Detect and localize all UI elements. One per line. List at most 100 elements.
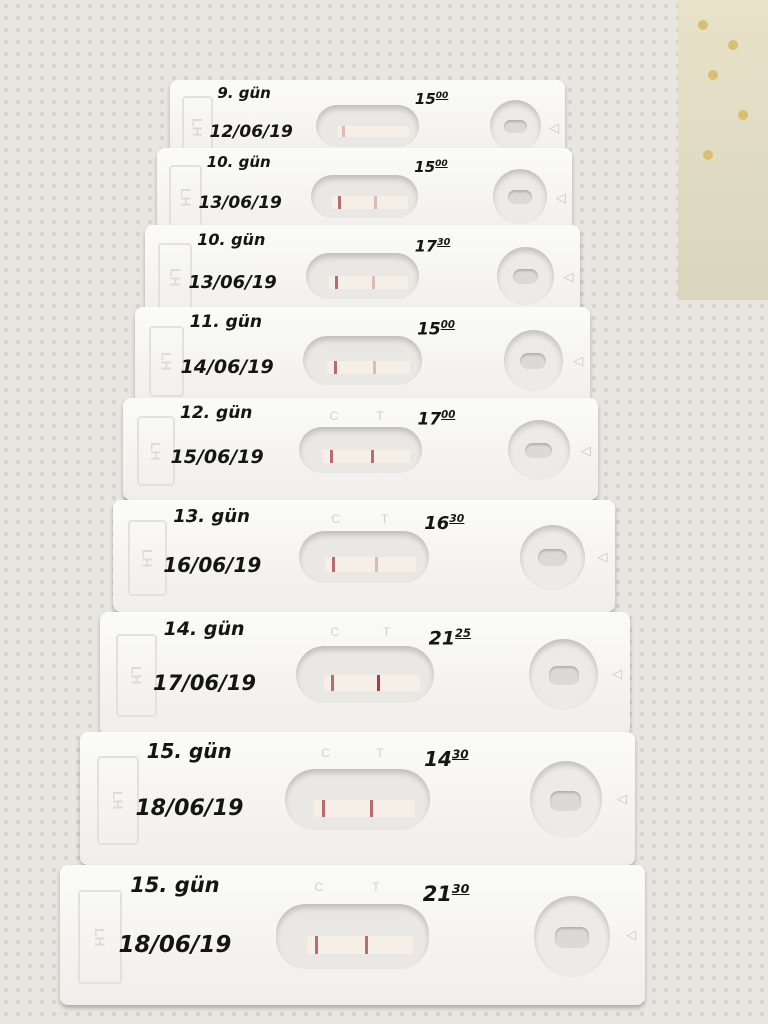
control-marker: C — [330, 624, 340, 639]
time-label: 1500 — [414, 159, 447, 176]
day-label: 12. gün — [180, 403, 253, 424]
sample-well — [529, 761, 602, 839]
control-marker: C — [331, 511, 341, 526]
lh-test-strip: LH 11. gün 14/06/19 1500 ◁ — [135, 307, 590, 412]
sample-well — [533, 895, 610, 977]
time-minute: 00 — [441, 410, 456, 422]
arrow-left-icon: ◁ — [573, 353, 584, 369]
floral-fabric-corner — [678, 0, 768, 300]
control-marker: C — [314, 879, 324, 894]
sample-hole — [555, 926, 589, 948]
time-label: 1700 — [418, 410, 456, 430]
control-marker: C — [321, 746, 331, 760]
test-line — [372, 360, 376, 375]
time-hour: 21 — [422, 881, 452, 906]
time-label: 1500 — [417, 319, 455, 340]
time-hour: 17 — [414, 236, 437, 256]
time-label: 2125 — [428, 625, 471, 650]
sample-hole — [525, 442, 553, 459]
strip-brand-label: LH — [77, 890, 123, 984]
control-line — [322, 799, 326, 817]
sample-well — [529, 639, 599, 711]
result-window — [303, 336, 422, 385]
time-hour: 14 — [424, 746, 452, 771]
strip-brand-label: LH — [128, 520, 168, 596]
test-pad — [323, 450, 410, 464]
control-line — [333, 360, 337, 375]
date-label: 13/06/19 — [188, 272, 277, 293]
test-pad — [314, 799, 416, 817]
arrow-left-icon: ◁ — [563, 269, 574, 284]
result-window — [310, 174, 419, 219]
time-minute: 00 — [435, 159, 448, 170]
strip-brand-label: LH — [148, 325, 185, 398]
test-line — [373, 196, 377, 209]
time-hour: 15 — [414, 89, 436, 108]
sample-hole — [520, 353, 547, 370]
control-line — [330, 450, 334, 464]
time-label: 1430 — [424, 746, 469, 771]
test-pad — [327, 360, 410, 375]
date-label: 17/06/19 — [153, 671, 257, 696]
sample-hole — [549, 790, 582, 811]
time-minute: 25 — [455, 625, 471, 640]
arrow-left-icon: ◁ — [597, 549, 608, 565]
lh-test-strip: LH 13. gün 16/06/19 1630 C T ◁ — [113, 500, 615, 612]
time-hour: 15 — [417, 319, 441, 340]
test-line — [369, 799, 373, 817]
sample-well — [503, 330, 563, 391]
test-pad — [328, 276, 408, 289]
strip-brand-label: LH — [158, 243, 193, 311]
arrow-left-icon: ◁ — [616, 790, 627, 806]
test-pad — [332, 196, 408, 209]
time-minute: 00 — [435, 90, 449, 101]
test-line — [365, 936, 369, 955]
day-label: 11. gün — [189, 312, 263, 333]
time-hour: 21 — [428, 627, 456, 650]
control-line — [315, 936, 319, 955]
arrow-left-icon: ◁ — [555, 189, 566, 205]
test-pad — [306, 936, 414, 955]
strip-brand-label: LH — [115, 634, 157, 717]
time-label: 1500 — [414, 89, 449, 108]
day-label: 13. gün — [173, 505, 250, 527]
sample-hole — [548, 666, 579, 685]
arrow-left-icon: ◁ — [549, 119, 560, 135]
test-pad — [323, 674, 421, 691]
arrow-left-icon: ◁ — [626, 926, 637, 942]
date-label: 18/06/19 — [135, 795, 244, 821]
day-label: 15. gün — [146, 738, 232, 763]
day-label: 10. gün — [206, 152, 271, 171]
date-label: 12/06/19 — [209, 122, 293, 143]
arrow-left-icon: ◁ — [612, 666, 623, 682]
time-hour: 16 — [424, 513, 450, 535]
date-label: 14/06/19 — [180, 356, 274, 379]
date-label: 15/06/19 — [170, 445, 264, 468]
time-minute: 00 — [440, 319, 455, 331]
test-marker: T — [376, 408, 384, 423]
time-hour: 15 — [414, 158, 436, 177]
arrow-left-icon: ◁ — [580, 442, 591, 458]
control-line — [331, 674, 335, 691]
time-minute: 30 — [451, 747, 469, 762]
time-hour: 17 — [417, 409, 442, 430]
sample-well — [493, 168, 548, 224]
day-label: 10. gün — [197, 230, 266, 249]
time-minute: 30 — [449, 512, 465, 526]
date-label: 16/06/19 — [163, 552, 262, 577]
sample-hole — [508, 189, 532, 205]
test-pad — [324, 557, 417, 572]
test-marker: T — [380, 511, 389, 526]
test-line — [375, 557, 379, 572]
sample-well — [489, 99, 542, 152]
time-minute: 30 — [436, 237, 451, 248]
result-window — [305, 253, 420, 299]
test-pad — [336, 125, 409, 138]
control-line — [332, 557, 336, 572]
sample-well — [507, 420, 570, 480]
sample-hole — [513, 269, 539, 285]
